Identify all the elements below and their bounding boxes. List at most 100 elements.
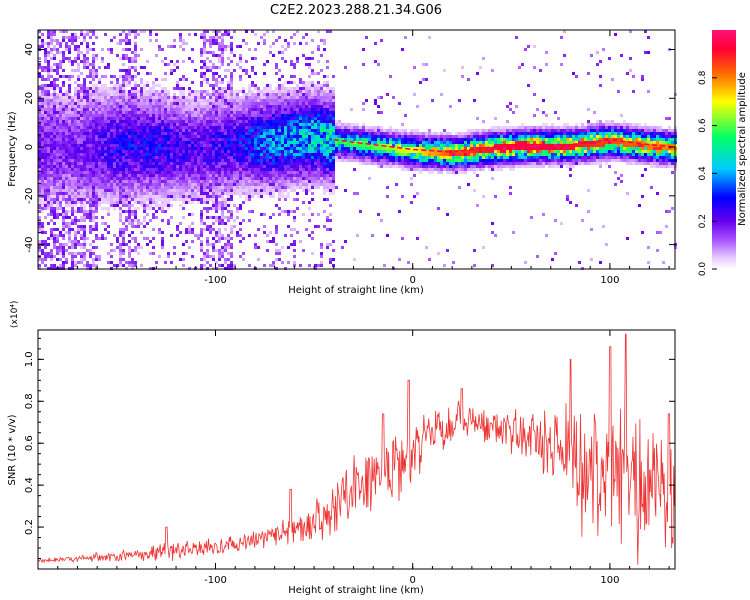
spectrogram-cell bbox=[68, 252, 71, 255]
spectrogram-cell bbox=[269, 90, 272, 93]
spectrogram-cell bbox=[218, 156, 221, 159]
spectrogram-cell bbox=[290, 90, 293, 93]
spectrogram-cell bbox=[314, 105, 317, 108]
spectrogram-cell bbox=[191, 141, 194, 144]
spectrogram-cell bbox=[236, 144, 239, 147]
spectrogram-cell bbox=[272, 177, 275, 180]
spectrogram-cell bbox=[71, 111, 74, 114]
spectrogram-cell bbox=[44, 246, 47, 249]
spectrogram-cell bbox=[161, 141, 164, 144]
spectrogram-cell bbox=[116, 120, 119, 123]
spectrogram-cell bbox=[323, 126, 326, 129]
spectrogram-cell bbox=[137, 126, 140, 129]
spectrogram-cell bbox=[104, 201, 107, 204]
spectrogram-cell bbox=[191, 165, 194, 168]
spectrogram-cell bbox=[95, 147, 98, 150]
spectrogram-cell bbox=[80, 156, 83, 159]
spectrogram-cell bbox=[284, 87, 287, 90]
spectrogram-cell bbox=[185, 174, 188, 177]
spectrogram-cell bbox=[104, 141, 107, 144]
spectrogram-cell bbox=[56, 48, 59, 51]
spectrogram-cell bbox=[281, 153, 284, 156]
spectrogram-cell bbox=[188, 198, 191, 201]
spectrogram-cell bbox=[53, 240, 56, 243]
spectrogram-cell bbox=[134, 183, 137, 186]
spectrogram-cell bbox=[134, 69, 137, 72]
spectrogram-cell bbox=[302, 150, 305, 153]
spectrogram-cell bbox=[164, 96, 167, 99]
spectrogram-cell bbox=[89, 189, 92, 192]
spectrogram-cell bbox=[41, 144, 44, 147]
spectrogram-cell bbox=[143, 120, 146, 123]
spectrogram-cell bbox=[62, 234, 65, 237]
spectrogram-cell bbox=[113, 171, 116, 174]
spectrogram-cell bbox=[254, 33, 257, 36]
spectrogram-cell bbox=[224, 87, 227, 90]
spectrogram-cell bbox=[110, 144, 113, 147]
spectrogram-cell bbox=[227, 252, 230, 255]
spectrogram-cell bbox=[140, 117, 143, 120]
spectrogram-cell bbox=[206, 30, 209, 33]
spectrogram-cell bbox=[302, 117, 305, 120]
spectrogram-cell bbox=[47, 132, 50, 135]
spectrogram-cell bbox=[149, 153, 152, 156]
spectrogram-cell bbox=[119, 141, 122, 144]
spectrogram-cell bbox=[197, 183, 200, 186]
spectrogram-cell bbox=[77, 180, 80, 183]
spectrogram-cell bbox=[95, 258, 98, 261]
spectrogram-cell bbox=[128, 180, 131, 183]
spectrogram-cell bbox=[62, 75, 65, 78]
spectrogram-cell bbox=[221, 147, 224, 150]
spectrogram-cell bbox=[152, 114, 155, 117]
spectrogram-cell bbox=[188, 135, 191, 138]
spectrogram-cell bbox=[80, 258, 83, 261]
spectrogram-cell bbox=[308, 153, 311, 156]
spectrogram-cell bbox=[290, 234, 293, 237]
spectrogram-cell bbox=[140, 102, 143, 105]
spectrogram-cell bbox=[290, 63, 293, 66]
spectrogram-cell bbox=[128, 189, 131, 192]
spectrogram-cell bbox=[89, 141, 92, 144]
spectrogram-cell bbox=[68, 75, 71, 78]
spectrogram-cell bbox=[50, 186, 53, 189]
spectrogram-cell bbox=[275, 93, 278, 96]
spectrogram-cell bbox=[227, 126, 230, 129]
spectrogram-cell bbox=[233, 264, 236, 267]
spectrogram-cell bbox=[65, 222, 68, 225]
spectrogram-cell bbox=[167, 198, 170, 201]
spectrogram-cell bbox=[317, 165, 320, 168]
spectrogram-cell bbox=[65, 75, 68, 78]
spectrogram-cell bbox=[125, 99, 128, 102]
spectrogram-cell bbox=[302, 186, 305, 189]
spectrogram-cell bbox=[41, 105, 44, 108]
spectrogram-cell bbox=[143, 156, 146, 159]
spectrogram-cell bbox=[83, 192, 86, 195]
spectrogram-cell bbox=[107, 261, 110, 264]
spectrogram-cell bbox=[239, 99, 242, 102]
spectrogram-cell bbox=[86, 165, 89, 168]
spectrogram-cell bbox=[290, 144, 293, 147]
spectrogram-cell bbox=[128, 102, 131, 105]
spectrogram-cell bbox=[128, 132, 131, 135]
spectrogram-cell bbox=[86, 96, 89, 99]
spectrogram-cell bbox=[227, 186, 230, 189]
spectrogram-cell bbox=[293, 249, 296, 252]
spectrogram-cell bbox=[155, 153, 158, 156]
spectrogram-cell bbox=[44, 231, 47, 234]
spectrogram-cell bbox=[248, 198, 251, 201]
spectrogram-cell bbox=[320, 90, 323, 93]
spectrogram-cell bbox=[296, 162, 299, 165]
spectrogram-cell bbox=[80, 210, 83, 213]
spectrogram-cell bbox=[257, 147, 260, 150]
spectrogram-cell bbox=[119, 93, 122, 96]
spectrogram-cell bbox=[77, 57, 80, 60]
spectrogram-cell bbox=[317, 105, 320, 108]
spectrogram-cell bbox=[83, 198, 86, 201]
spectrogram-cell bbox=[98, 102, 101, 105]
spectrogram-cell bbox=[179, 144, 182, 147]
spectrogram-cell bbox=[131, 126, 134, 129]
spectrogram-cell bbox=[206, 165, 209, 168]
spectrogram-cell bbox=[239, 174, 242, 177]
spectrogram-cell bbox=[263, 192, 266, 195]
spectrogram-cell bbox=[167, 156, 170, 159]
